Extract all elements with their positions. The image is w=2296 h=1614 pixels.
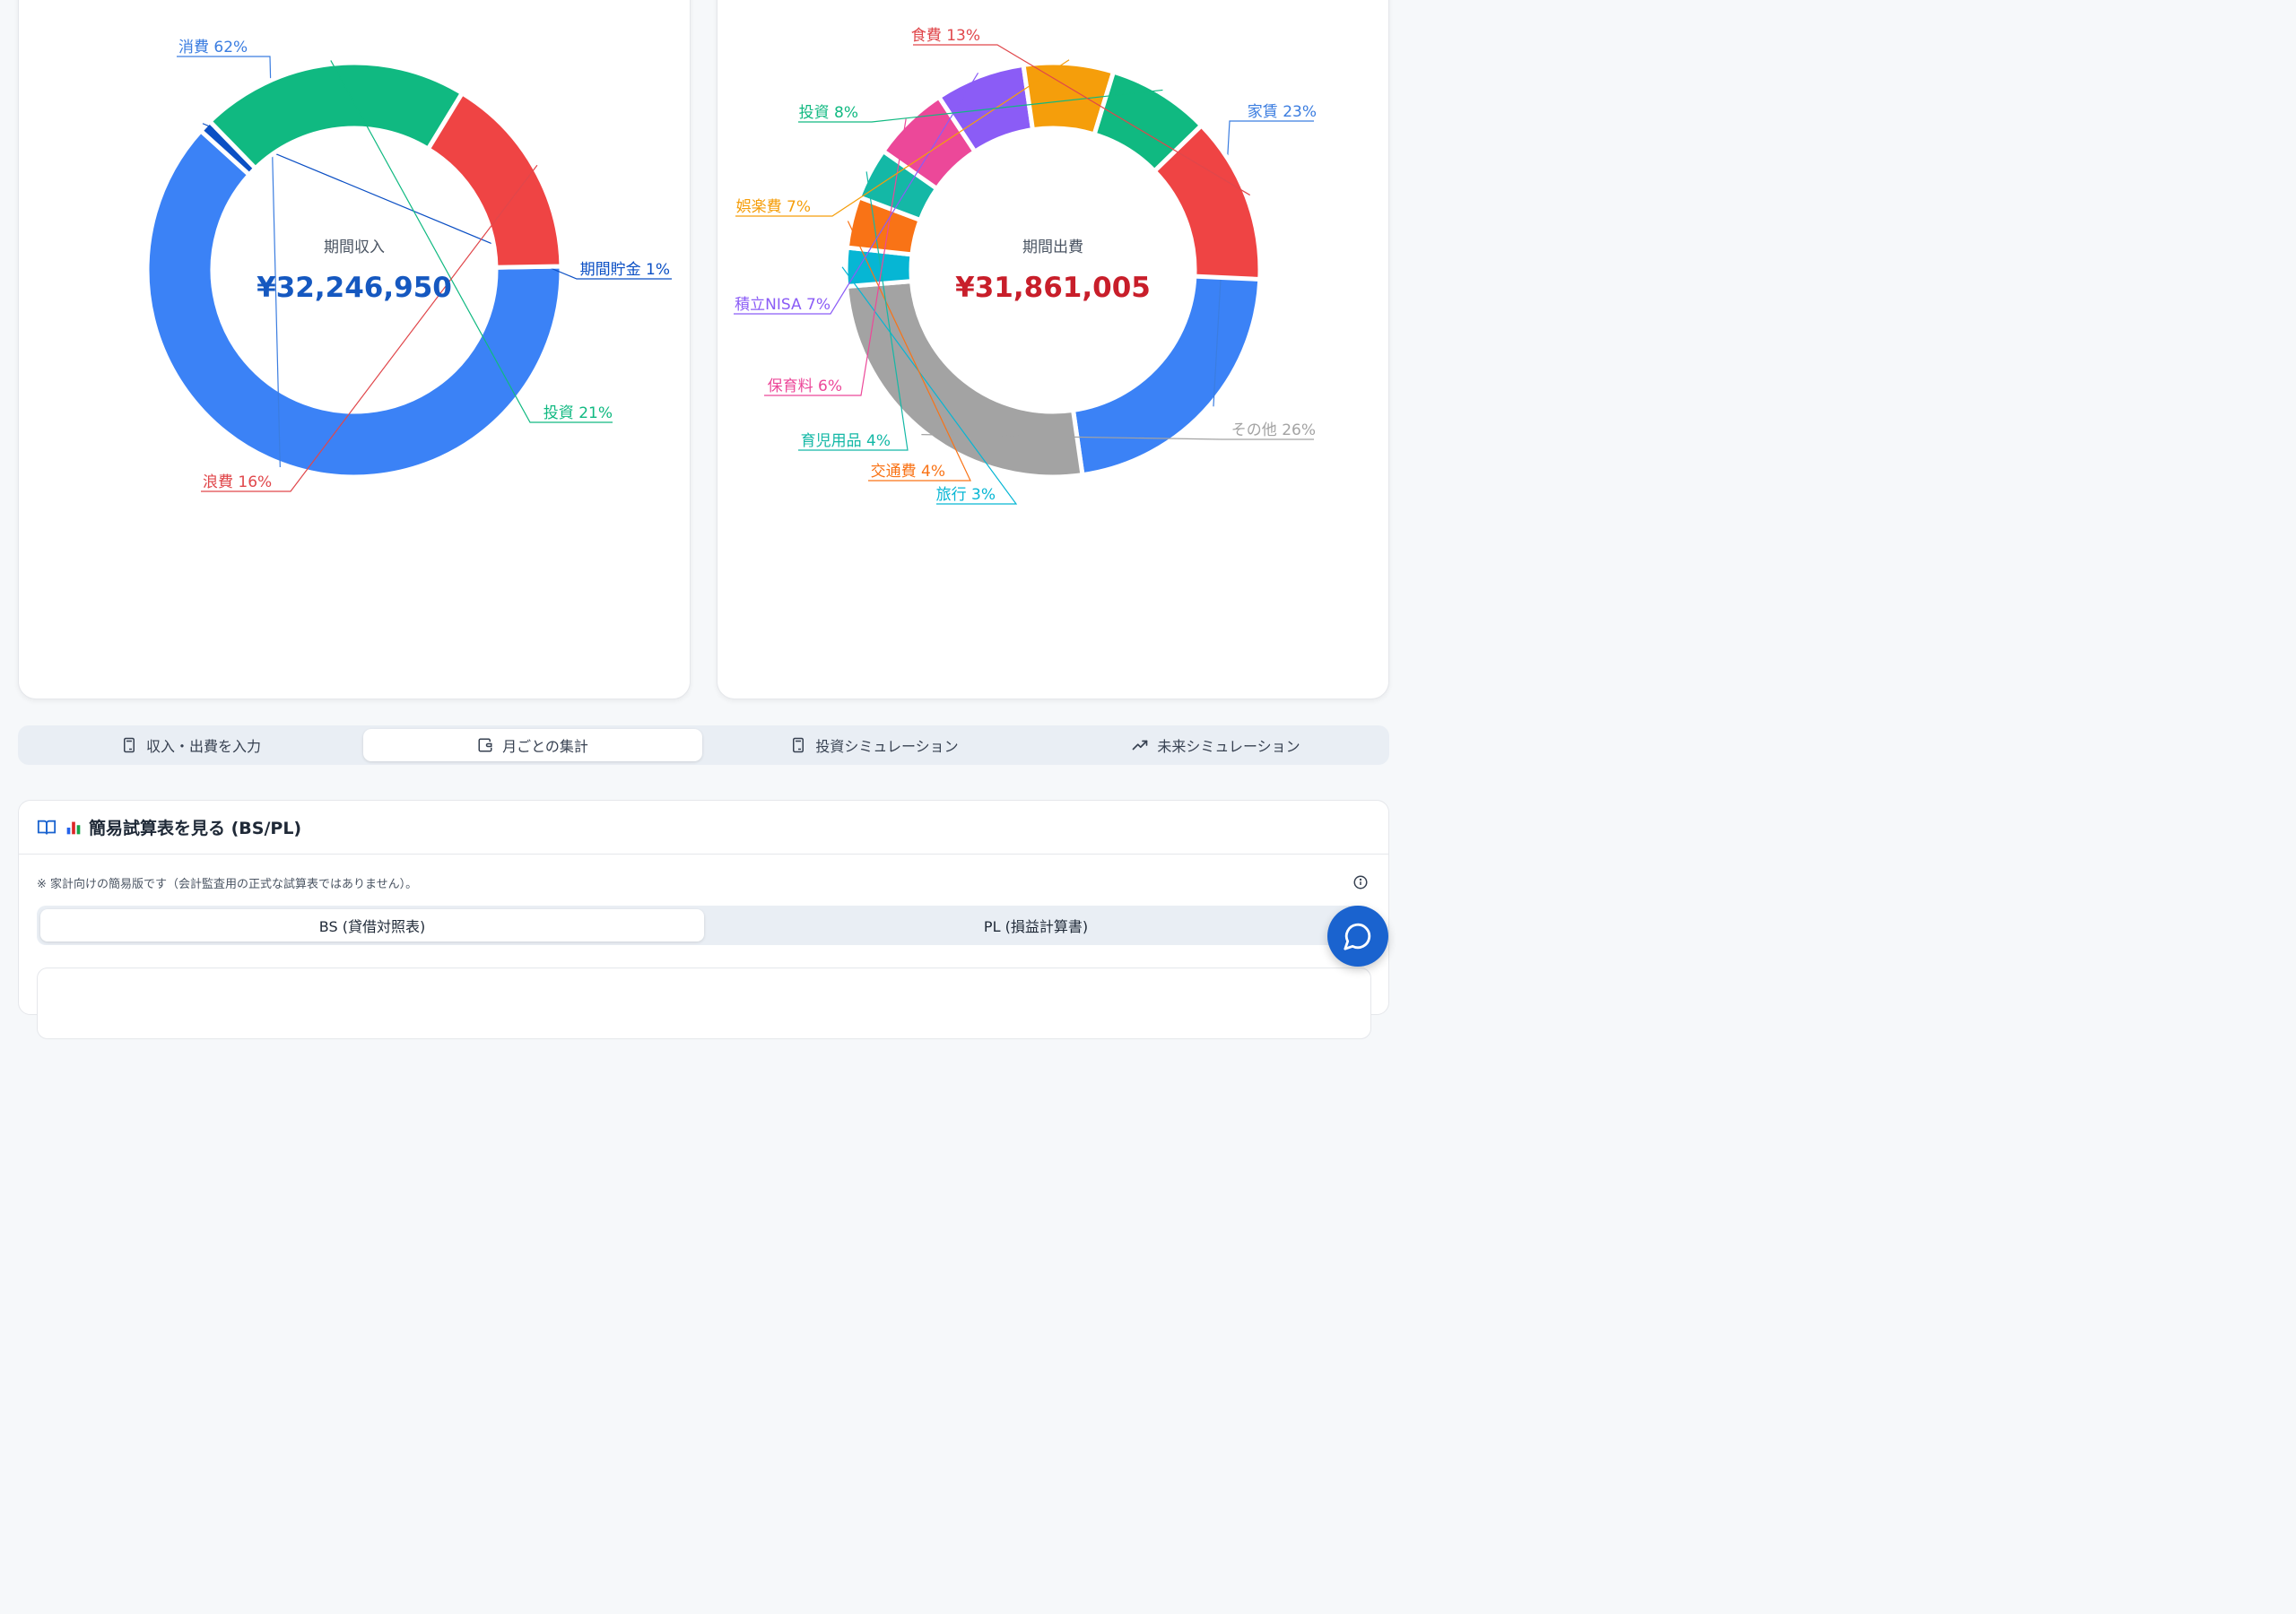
trial-balance-header[interactable]: 簡易試算表を見る (BS/PL) (19, 801, 1388, 855)
slice-label: 消費 62% (178, 39, 248, 56)
tab-investment-simulation[interactable]: 投資シミュレーション (705, 729, 1044, 761)
income-donut-chart: 消費 62% 期間貯金 1% 投資 21% 浪費 16% 期間収入 ¥32,246,950 (144, 39, 672, 492)
donut-slice[interactable] (144, 128, 564, 480)
trending-up-icon (1132, 740, 1148, 751)
bs-pl-tab-bar: BS (貸借対照表) PL (損益計算書) (37, 906, 1371, 945)
tab-input[interactable]: 収入・出費を入力 (22, 729, 361, 761)
trial-balance-card: 簡易試算表を見る (BS/PL) ※ 家計向けの簡易版です（会計監査用の正式な試… (18, 800, 1389, 1039)
info-icon[interactable] (1352, 874, 1369, 890)
slice-label: 投資 21% (544, 404, 613, 422)
leader-line (913, 44, 1250, 196)
donut-slice[interactable] (425, 91, 564, 270)
expense-donut-chart: 家賃 23% その他 26% 旅行 3% 交通費 4% 育児用品 4% 保育料 6% 積立N… (734, 27, 1317, 505)
tab-label: BS (貸借対照表) (318, 918, 426, 935)
trial-balance-content (37, 968, 1371, 1039)
tab-label: 投資シミュレーション (815, 738, 959, 755)
tab-label: 月ごとの集計 (502, 738, 588, 755)
slice-label: 浪費 16% (203, 473, 272, 491)
leader-line (1213, 120, 1314, 407)
donut-slice[interactable] (207, 60, 465, 171)
leader-line (177, 56, 281, 467)
slice-label: 積立NISA 7% (735, 296, 831, 314)
calculator-icon (123, 737, 135, 753)
chat-button[interactable] (1327, 906, 1388, 967)
leader-line (734, 73, 979, 315)
bar-chart-icon (65, 820, 83, 835)
center-label: 期間出費 (1022, 239, 1083, 256)
slice-label: 食費 13% (911, 27, 980, 45)
tab-monthly-summary[interactable]: 月ごとの集計 (363, 729, 702, 761)
center-total-value: ¥31,861,005 (955, 272, 1151, 304)
tab-bs[interactable]: BS (貸借対照表) (40, 909, 704, 941)
tab-label: 未来シミュレーション (1157, 738, 1300, 755)
tab-label: PL (損益計算書) (983, 918, 1089, 935)
slice-label: 投資 8% (799, 104, 858, 122)
calculator-icon (793, 737, 804, 753)
leader-line (202, 123, 672, 280)
main-tab-bar: 収入・出費を入力 月ごとの集計 投資シミュレーション 未来シミュレーション (18, 725, 1389, 765)
chat-bubble-icon (1344, 923, 1371, 950)
slice-label: 家賃 23% (1248, 103, 1317, 121)
donut-slice[interactable] (844, 279, 1085, 480)
donut-slice[interactable] (1152, 123, 1263, 282)
leader-line (841, 266, 1018, 505)
slice-label: 娯楽費 7% (736, 198, 811, 216)
donut-slice[interactable] (1071, 264, 1263, 478)
wallet-icon (478, 738, 492, 752)
leader-line (847, 221, 971, 482)
center-total-value: ¥32,246,950 (257, 272, 452, 304)
slice-label: 期間貯金 1% (580, 261, 670, 279)
leader-line (921, 434, 1314, 440)
center-label: 期間収入 (324, 239, 385, 256)
tab-future-simulation[interactable]: 未来シミュレーション (1047, 729, 1386, 761)
leader-line (735, 59, 1070, 217)
slice-label: 旅行 3% (936, 486, 996, 504)
leader-line (330, 60, 613, 423)
income-chart-card: 消費 62% 期間貯金 1% 投資 21% 浪費 16% 期間収入 ¥32,246,950 (18, 0, 691, 699)
slice-label: 保育料 6% (768, 377, 842, 395)
leader-line (798, 89, 1163, 123)
trial-balance-title: 簡易試算表を見る (BS/PL) (89, 819, 302, 838)
expense-chart-card: 家賃 23% その他 26% 旅行 3% 交通費 4% 育児用品 4% 保育料 6% 積立N… (717, 0, 1389, 699)
slice-label: 交通費 4% (871, 463, 945, 481)
leader-line (764, 118, 907, 396)
slice-label: 育児用品 4% (801, 432, 891, 450)
book-open-icon (37, 820, 57, 835)
slice-label: その他 26% (1231, 421, 1316, 439)
leader-line (201, 164, 538, 492)
tab-label: 収入・出費を入力 (145, 738, 261, 755)
tab-pl[interactable]: PL (損益計算書) (704, 909, 1368, 941)
trial-balance-note: ※ 家計向けの簡易版です（会計監査用の正式な試算表ではありません）。 (37, 878, 418, 891)
leader-line (798, 171, 909, 451)
